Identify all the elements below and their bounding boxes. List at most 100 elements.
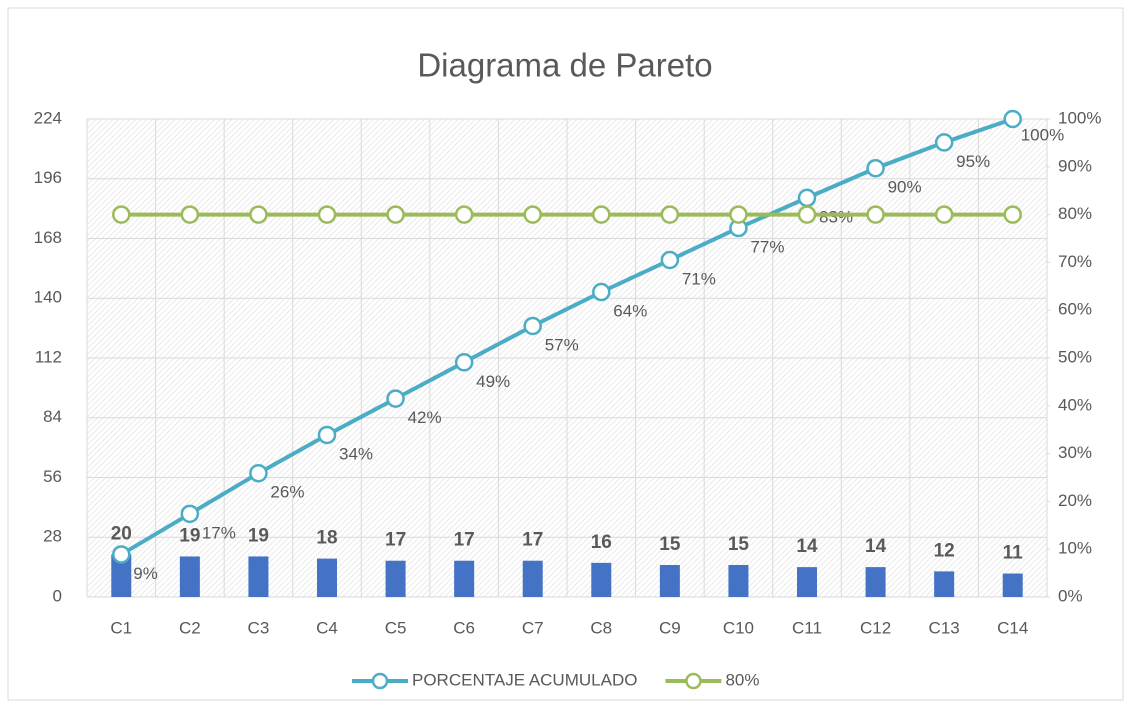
bar — [865, 567, 886, 597]
x-tick-label: C4 — [316, 618, 338, 637]
y-tick-label: 140 — [34, 288, 62, 307]
data-label: 49% — [476, 372, 510, 391]
line-marker — [592, 205, 611, 224]
line-marker — [454, 205, 474, 224]
line-marker — [523, 205, 542, 224]
bar — [797, 567, 817, 597]
line-marker — [317, 425, 337, 445]
bar — [385, 560, 406, 597]
x-tick-label: C14 — [997, 618, 1028, 637]
line-marker — [1003, 109, 1022, 129]
line-marker — [866, 158, 885, 178]
data-label: 42% — [408, 408, 442, 427]
y-tick-label: 112 — [35, 347, 62, 366]
x-tick-label: C6 — [453, 618, 475, 637]
x-tick-label: C5 — [385, 618, 407, 637]
bar-label: 17 — [522, 530, 543, 551]
y2-tick-label: 60% — [1058, 300, 1092, 319]
x-tick-label: C11 — [792, 618, 822, 637]
y-tick-label: 168 — [34, 228, 62, 247]
bar-label: 11 — [1003, 543, 1024, 564]
line-marker — [729, 205, 748, 224]
y2-tick-label: 100% — [1058, 108, 1101, 127]
data-label: 9% — [133, 564, 158, 583]
line-marker — [180, 504, 200, 524]
bar-label: 14 — [796, 536, 818, 557]
data-label: 83% — [819, 207, 853, 226]
line-marker — [866, 205, 885, 224]
y-tick-label: 84 — [43, 407, 62, 426]
data-label: 95% — [956, 152, 990, 171]
legend-label: 80% — [725, 670, 759, 689]
x-tick-label: C9 — [659, 618, 681, 637]
bar-label: 17 — [454, 530, 475, 551]
line-marker — [934, 133, 954, 152]
data-label: 64% — [613, 302, 647, 321]
bar-label: 19 — [248, 525, 269, 546]
x-tick-label: C10 — [723, 618, 754, 637]
line-marker — [660, 205, 680, 224]
y2-tick-label: 50% — [1058, 347, 1092, 366]
line-marker — [1003, 205, 1022, 224]
bar — [111, 554, 132, 597]
line-marker — [249, 463, 268, 483]
legend-marker — [685, 672, 702, 690]
y2-tick-label: 30% — [1058, 443, 1092, 462]
y2-tick-label: 80% — [1058, 204, 1092, 223]
y2-tick-label: 70% — [1058, 252, 1092, 271]
y2-tick-label: 20% — [1058, 491, 1092, 510]
y2-tick-label: 10% — [1058, 539, 1092, 558]
y-tick-label: 0 — [53, 586, 62, 605]
data-label: 34% — [339, 444, 373, 463]
y2-tick-label: 90% — [1058, 156, 1092, 175]
chart-title: Diagrama de Pareto — [417, 47, 712, 84]
bar — [454, 560, 475, 597]
data-label: 100% — [1021, 125, 1064, 144]
bar — [591, 562, 612, 597]
bar — [248, 556, 269, 597]
bar-label: 15 — [659, 534, 681, 555]
y2-tick-label: 40% — [1058, 395, 1092, 414]
data-label: 71% — [682, 269, 716, 288]
bar — [728, 564, 749, 597]
line-marker — [454, 353, 474, 372]
line-marker — [797, 188, 817, 208]
bar-label: 12 — [934, 540, 955, 561]
bar-label: 17 — [385, 530, 406, 551]
y-tick-label: 28 — [43, 527, 62, 546]
bar — [659, 564, 680, 597]
bar — [1002, 573, 1023, 597]
x-tick-label: C12 — [860, 618, 891, 637]
y2-tick-label: 0% — [1058, 586, 1083, 605]
x-tick-label: C1 — [110, 618, 132, 637]
line-marker — [386, 205, 405, 224]
line — [120, 117, 1014, 557]
line-marker — [660, 250, 680, 270]
x-tick-label: C8 — [590, 618, 612, 637]
x-tick-label: C3 — [248, 618, 270, 637]
data-label: 90% — [888, 178, 922, 197]
line-marker — [797, 205, 817, 224]
data-label: 57% — [545, 335, 579, 354]
legend-label: PORCENTAJE ACUMULADO — [412, 670, 637, 689]
bar-label: 18 — [316, 528, 337, 549]
bar — [317, 558, 337, 597]
bar-label: 20 — [111, 523, 132, 544]
x-tick-label: C13 — [929, 618, 960, 637]
bar — [522, 560, 543, 597]
bar-label: 19 — [179, 525, 200, 546]
data-label: 17% — [202, 523, 236, 542]
line-marker — [317, 205, 337, 224]
bar — [179, 556, 200, 597]
line-marker — [112, 205, 131, 224]
line-marker — [592, 282, 611, 302]
bar-label: 15 — [728, 534, 750, 555]
bar — [934, 571, 955, 597]
y-tick-label: 196 — [34, 168, 62, 187]
bar-label: 14 — [865, 536, 887, 557]
x-tick-label: C7 — [522, 618, 544, 637]
y-tick-label: 224 — [34, 108, 62, 127]
line-marker — [249, 205, 268, 224]
bar-label: 16 — [591, 532, 612, 553]
